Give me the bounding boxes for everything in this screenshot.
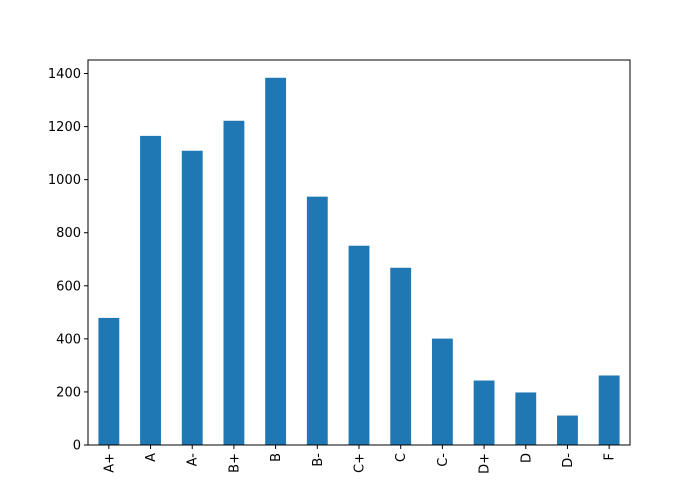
bar-B- — [306, 196, 328, 445]
x-axis: A+ A A- B+ B B- C+ C C- D+ D D- F — [102, 445, 618, 474]
bar-D- — [557, 415, 578, 445]
x-tick-label: D- — [561, 453, 576, 468]
x-tick-label: D+ — [478, 453, 493, 474]
bar-C — [390, 267, 412, 445]
bar-B — [265, 77, 287, 445]
x-tick-label: B — [269, 453, 284, 462]
y-tick-label: 800 — [56, 226, 81, 241]
x-tick-label: A — [144, 453, 159, 462]
y-tick-label: 1200 — [48, 120, 81, 135]
bar-A+ — [98, 317, 120, 445]
y-tick-label: 0 — [73, 439, 81, 454]
y-tick-label: 200 — [56, 385, 81, 400]
x-tick-label: C — [394, 453, 409, 462]
x-tick-label: A- — [186, 453, 201, 467]
x-tick-label: B+ — [227, 453, 242, 473]
bar-B+ — [223, 120, 245, 446]
bar-F — [598, 375, 620, 445]
x-tick-label: D — [519, 453, 534, 463]
y-tick-label: 600 — [56, 279, 81, 294]
bar-C- — [431, 338, 453, 445]
bar-A — [140, 135, 161, 445]
x-tick-label: C- — [436, 453, 451, 467]
x-tick-label: C+ — [353, 453, 368, 473]
y-tick-label: 1400 — [48, 67, 81, 82]
bar-C+ — [348, 245, 370, 445]
y-tick-label: 400 — [56, 332, 81, 347]
x-tick-label: B- — [311, 453, 326, 467]
y-axis: 0 200 400 600 800 1000 1200 1400 — [48, 67, 88, 454]
bar-D+ — [473, 380, 495, 445]
bar-A- — [181, 150, 203, 445]
bar-D — [515, 392, 537, 445]
bars-group — [98, 77, 620, 446]
x-tick-label: F — [603, 453, 618, 460]
y-tick-label: 1000 — [48, 173, 81, 188]
x-tick-label: A+ — [102, 453, 117, 473]
